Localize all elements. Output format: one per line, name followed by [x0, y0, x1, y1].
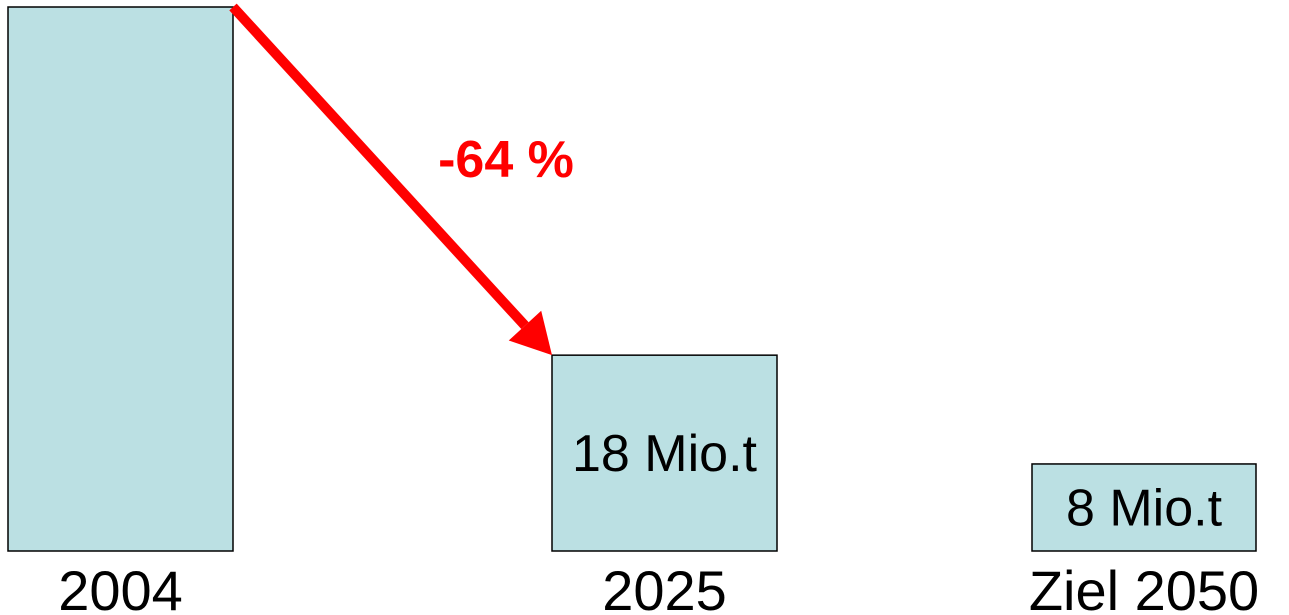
- category-label-1: 2025: [602, 559, 727, 615]
- category-labels: 2004 2025 Ziel 2050: [58, 559, 1259, 615]
- bars: [7, 6, 1257, 552]
- arrow-head: [508, 310, 552, 356]
- bar-value-label-1: 18 Mio.t: [572, 425, 758, 483]
- category-label-2: Ziel 2050: [1029, 559, 1259, 615]
- bar-2: [1031, 463, 1257, 552]
- bar-0: [7, 6, 234, 552]
- bar-value-label-2: 8 Mio.t: [1066, 479, 1223, 537]
- annotation-text: -64 %: [438, 131, 574, 189]
- bar-1: [551, 354, 778, 552]
- arrow-line: [229, 3, 529, 330]
- value-labels: 18 Mio.t 8 Mio.t: [572, 425, 1223, 537]
- category-label-0: 2004: [58, 559, 183, 615]
- annotation: -64 %: [229, 3, 574, 356]
